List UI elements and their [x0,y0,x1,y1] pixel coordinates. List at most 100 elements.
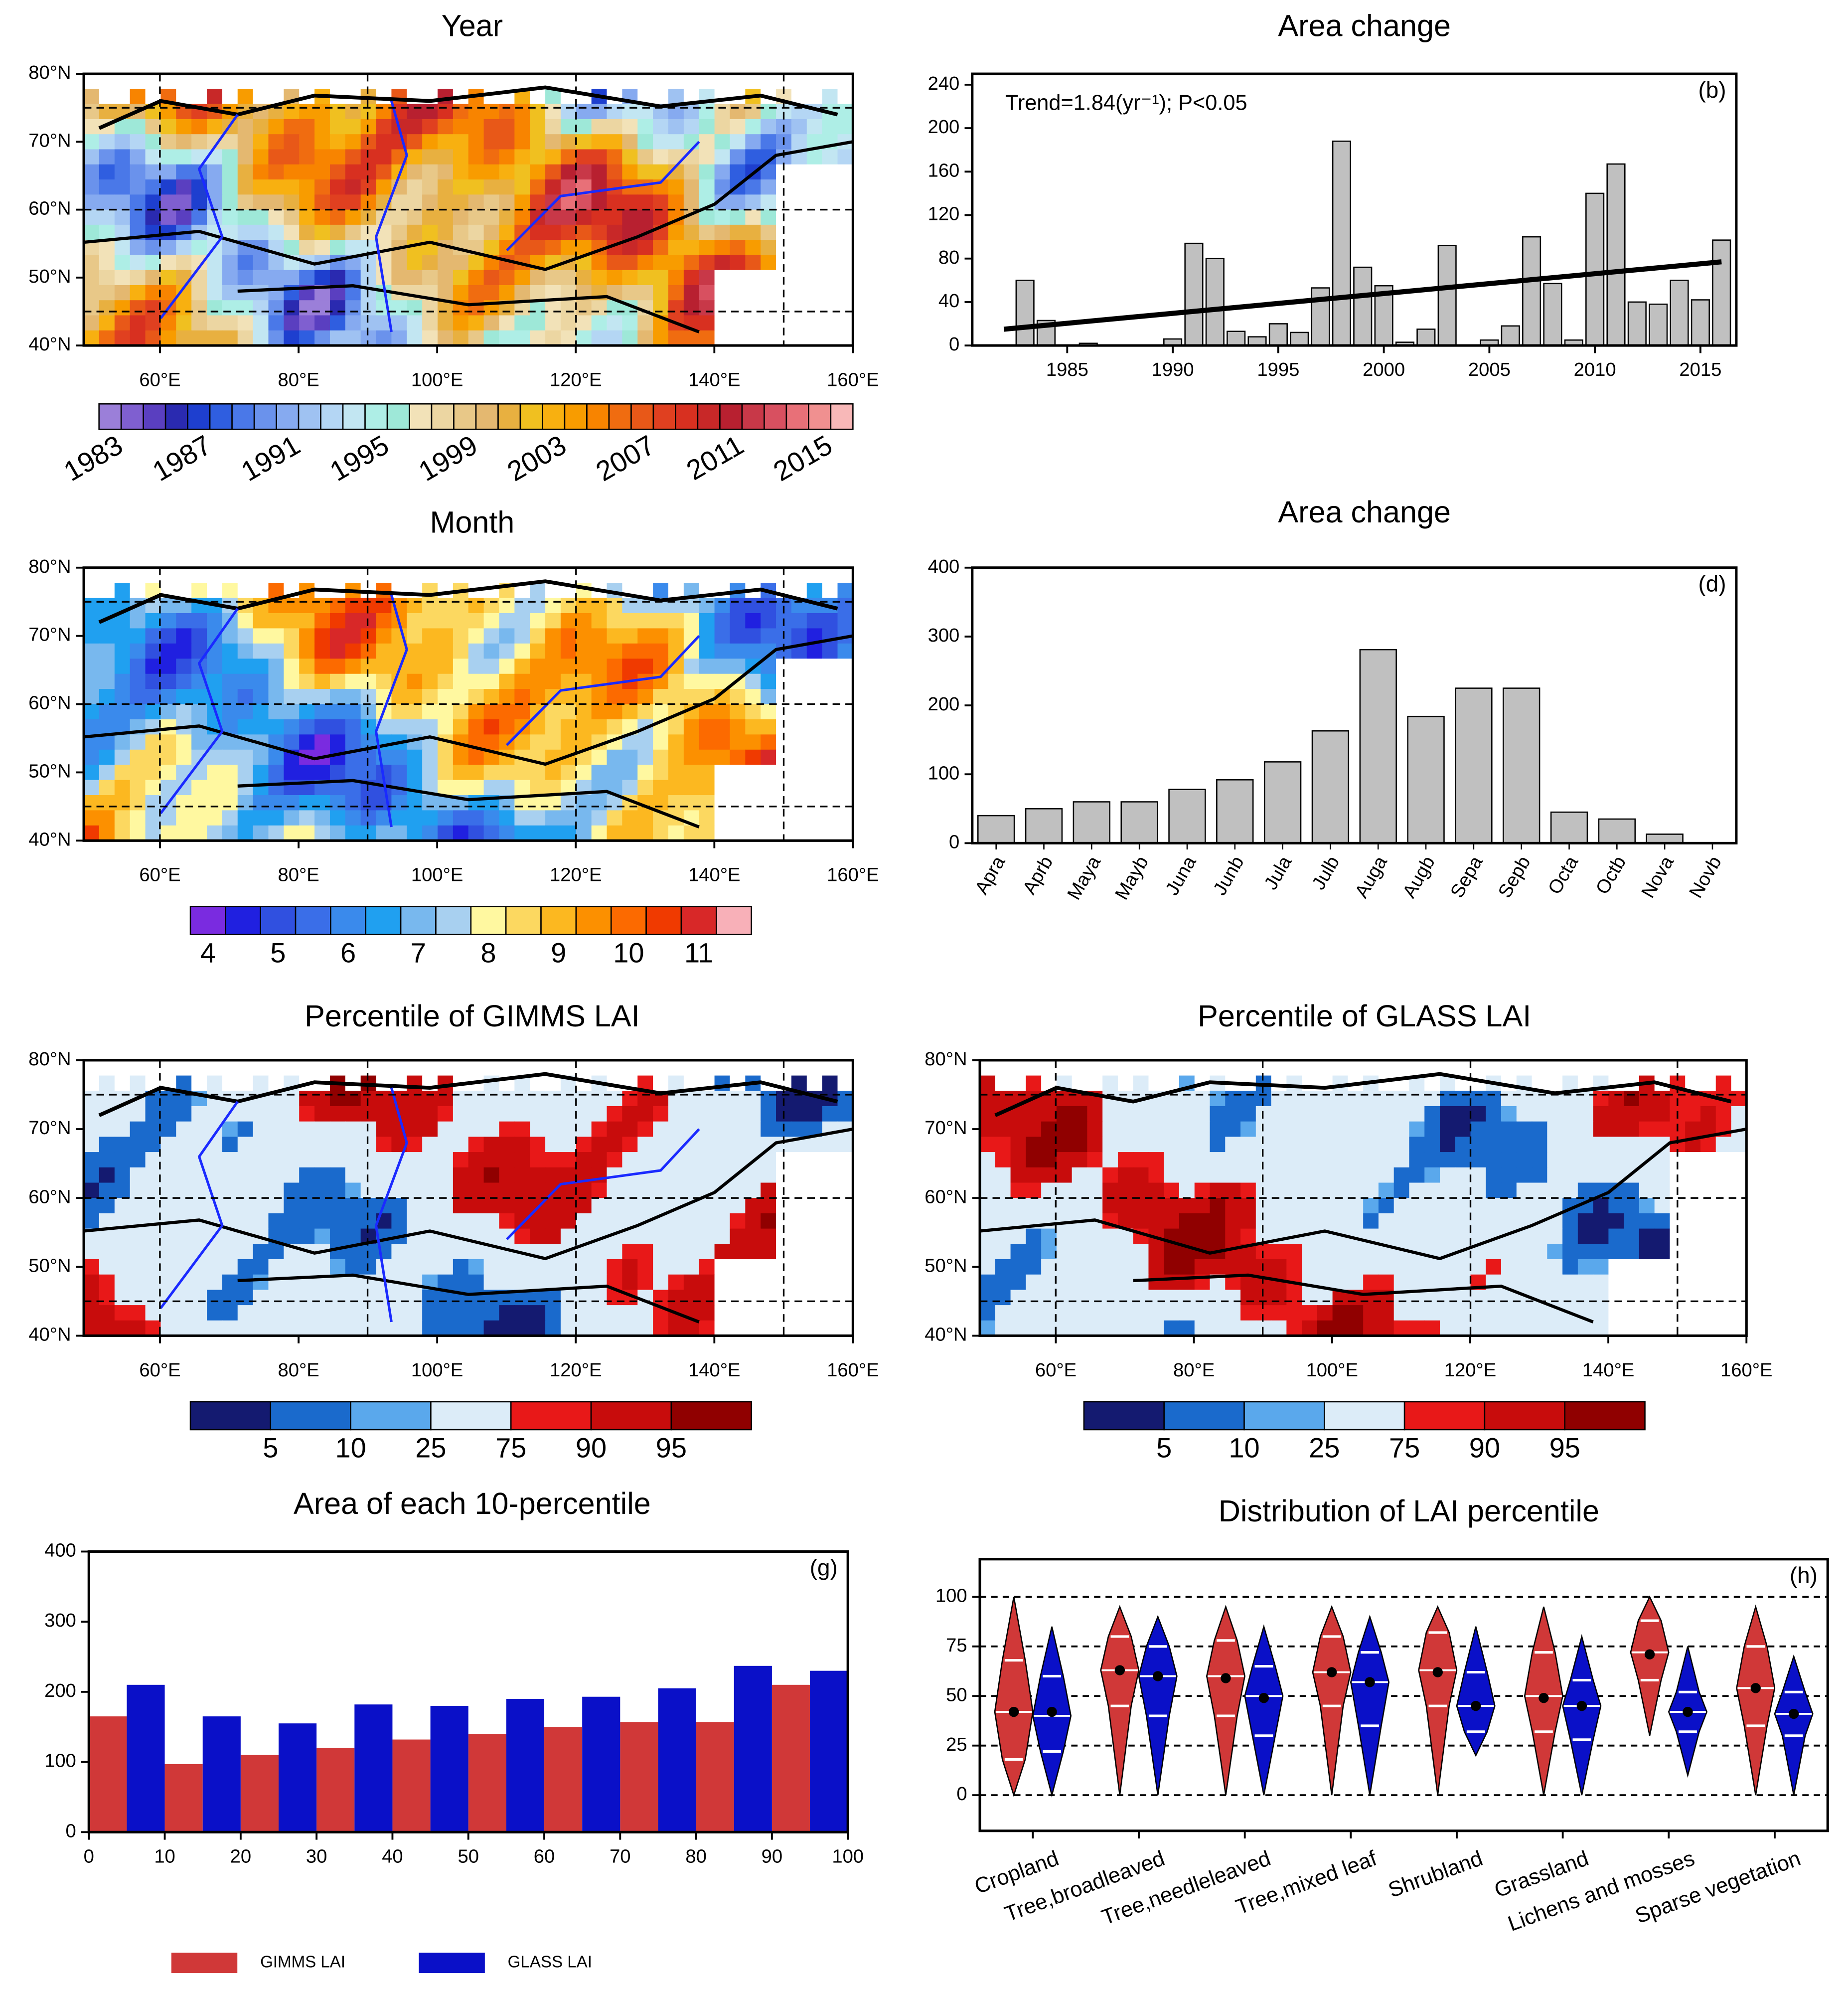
map-cell [207,119,223,135]
map-cell [1562,1320,1578,1336]
map-cell [191,285,207,301]
map-cell [84,224,100,240]
map-cell [99,194,115,210]
map-cell [637,330,653,346]
map-cell [576,134,592,150]
map-cell [360,598,377,614]
map-cell [1148,1320,1164,1336]
map-cell [1302,1290,1318,1306]
map-cell [438,119,454,135]
map-cell [1179,1152,1195,1168]
map-cell [806,1060,823,1076]
map-cell [1486,1244,1502,1260]
map-cell [253,315,269,331]
map-cell [560,1213,577,1229]
map-cell [668,1259,684,1275]
map-cell [837,673,854,689]
map-cell [253,1259,269,1275]
map-cell [714,285,731,301]
map-cell [130,1290,146,1306]
map-cell [407,1106,423,1122]
map-cell [314,1198,330,1214]
colorbar-box [505,906,542,936]
map-cell [345,149,361,165]
map-cell [653,765,669,781]
map-cell [237,255,254,271]
map-cell [653,285,669,301]
map-cell [745,613,761,629]
map-cell [530,330,546,346]
map-cell [1271,1075,1287,1092]
map-cell [806,1106,823,1122]
map-cell [1562,1121,1578,1138]
map-cell [1439,1182,1456,1198]
map-cell [637,1106,653,1122]
map-cell [145,209,161,225]
map-cell [714,795,731,811]
map-cell [822,765,838,781]
map-cell [545,598,561,614]
map-cell [822,825,838,841]
map-cell [1317,1137,1333,1153]
map-cell [253,89,269,105]
map-cell [84,1167,100,1183]
map-cell [1087,1259,1103,1275]
y-tick-label: 70°N [28,624,71,646]
map-cell [314,300,330,316]
map-cell [668,1320,684,1336]
x-tick-label: 160°E [827,369,879,390]
map-cell [468,74,484,90]
map-cell [1255,1121,1272,1138]
map-cell [1439,1198,1456,1214]
map-cell [483,1060,500,1076]
map-cell [407,209,423,225]
map-cell [683,224,700,240]
map-cell [1715,1305,1732,1321]
map-cell [545,330,561,346]
map-cell [791,209,807,225]
colorbar-box [808,403,832,430]
map-cell [176,673,192,689]
map-cell [1639,1060,1655,1076]
map-cell [1286,1121,1302,1138]
map-cell [438,643,454,660]
map-cell [237,149,254,165]
map-cell [683,1320,700,1336]
map-cell [1470,1213,1487,1229]
map-cell [284,1152,300,1168]
map-cell [806,1274,823,1291]
map-cell [453,567,469,583]
map-cell [1087,1182,1103,1198]
map-cell [329,164,346,180]
colorbar-box [764,403,787,430]
map-cell [314,1290,330,1306]
map-cell [299,1167,315,1183]
map-cell [745,179,761,195]
map-cell [1486,1290,1502,1306]
map-cell [284,1091,300,1107]
map-cell [1562,1167,1578,1183]
map-cell [1470,1106,1487,1122]
colorbar-label: 10 [613,937,644,968]
map-cell [1547,1228,1563,1245]
map-cell [360,567,377,583]
map-cell [576,1121,592,1138]
map-cell [176,1152,192,1168]
map-cell [376,74,392,90]
map-cell [145,164,161,180]
map-cell [514,1060,530,1076]
map-cell [514,613,530,629]
map-cell [253,643,269,660]
map-cell [329,1121,346,1138]
map-cell [84,780,100,796]
map-cell [1072,1106,1088,1122]
map-cell [714,104,731,120]
map-cell [114,179,131,195]
map-cell [591,149,608,165]
map-cell [99,240,115,256]
map-cell [1026,1290,1042,1306]
map-cell [1317,1244,1333,1260]
map-cell [84,673,100,689]
x-tick-label: Mayb [1111,852,1153,903]
violin [1138,1615,1178,1796]
